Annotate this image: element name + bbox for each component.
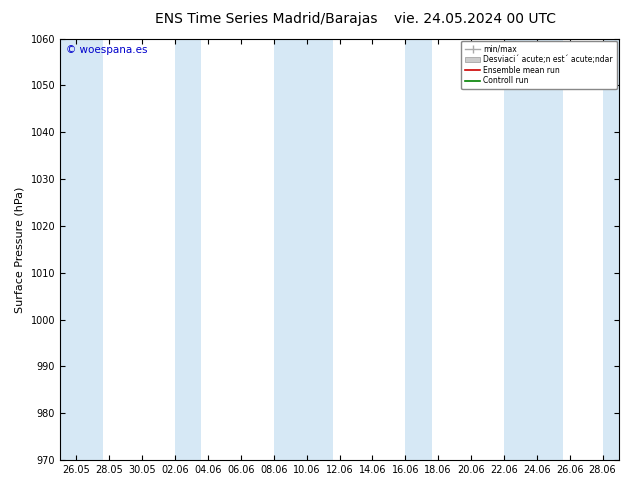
Bar [60, 39, 103, 460]
Bar [274, 39, 333, 460]
Legend: min/max, Desviaci´ acute;n est´ acute;ndar, Ensemble mean run, Controll run: min/max, Desviaci´ acute;n est´ acute;nd… [461, 41, 617, 89]
Text: ENS Time Series Madrid/Barajas: ENS Time Series Madrid/Barajas [155, 12, 377, 26]
Bar [405, 39, 432, 460]
Text: vie. 24.05.2024 00 UTC: vie. 24.05.2024 00 UTC [394, 12, 557, 26]
Y-axis label: Surface Pressure (hPa): Surface Pressure (hPa) [15, 186, 25, 313]
Text: © woespana.es: © woespana.es [66, 45, 147, 55]
Bar [504, 39, 563, 460]
Bar [602, 39, 619, 460]
Bar [175, 39, 202, 460]
